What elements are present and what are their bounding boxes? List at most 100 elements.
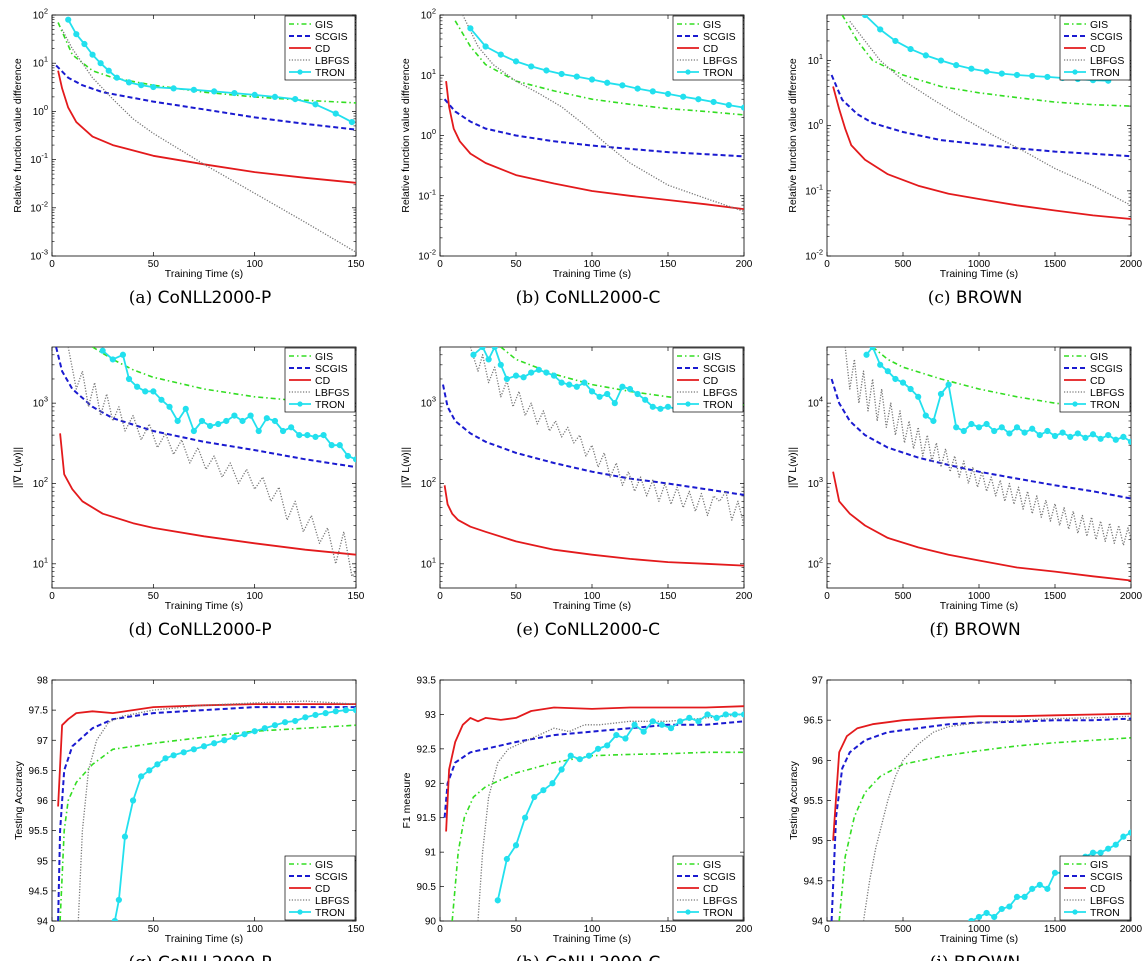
legend-label-tron: TRON xyxy=(315,399,345,411)
series-point-tron xyxy=(119,351,127,358)
series-point-tron xyxy=(1006,430,1013,437)
series-point-tron xyxy=(81,40,88,48)
chart-panel-f: 0 500 1000 1500 2000 102 103 104 Training Time (… xyxy=(787,346,1143,640)
series-point-tron xyxy=(877,26,884,33)
series-point-tron xyxy=(113,74,120,81)
series-point-tron xyxy=(129,797,137,804)
series-line-lbfgs xyxy=(77,700,356,921)
series-point-tron xyxy=(312,433,319,441)
series-point-tron xyxy=(968,65,975,72)
chart-panel-e: 0 50 100 150 200 101 102 103 Training Time (s) ||… xyxy=(400,346,753,640)
series-point-tron xyxy=(573,383,580,390)
series-point-tron xyxy=(968,420,975,428)
caption-dataset: CoNLL2000-C xyxy=(545,620,660,640)
series-point-tron xyxy=(863,351,870,358)
legend-label-scgis: SCGIS xyxy=(1090,31,1123,43)
legend-label-tron: TRON xyxy=(703,907,733,919)
series-line-lbfgs xyxy=(67,347,356,577)
legend-label-cd: CD xyxy=(1090,883,1106,895)
x-axis-label: Training Time (s) xyxy=(165,268,243,280)
series-point-tron xyxy=(998,70,1005,77)
series-point-tron xyxy=(1021,429,1028,436)
caption-dataset: CoNLL2000-P xyxy=(158,288,272,308)
x-axis-label: Training Time (s) xyxy=(165,600,243,612)
x-tick-label: 50 xyxy=(510,924,522,935)
subfigure-caption: (h) CoNLL2000-C xyxy=(516,953,661,961)
series-point-tron xyxy=(576,756,583,763)
series-point-tron xyxy=(680,93,687,100)
series-point-tron xyxy=(1089,849,1097,856)
y-tick-label: 103 xyxy=(421,395,436,410)
x-tick-label: 1500 xyxy=(1044,924,1067,935)
y-tick-label: 93.5 xyxy=(417,676,437,687)
series-point-tron xyxy=(292,95,299,103)
series-point-tron xyxy=(231,89,238,97)
legend-label-scgis: SCGIS xyxy=(315,871,348,883)
x-tick-label: 50 xyxy=(510,591,522,602)
y-tick-label: 101 xyxy=(421,67,436,82)
y-tick-label: 96 xyxy=(812,756,824,767)
x-tick-label: 500 xyxy=(895,591,912,602)
series-point-tron xyxy=(223,417,230,425)
series-line-cd xyxy=(832,712,1131,841)
series-point-tron xyxy=(725,101,732,109)
series-point-tron xyxy=(494,897,501,904)
legend-label-lbfgs: LBFGS xyxy=(315,387,349,399)
y-tick-label: 104 xyxy=(808,395,823,410)
series-point-tron xyxy=(531,793,538,801)
legend-label-scgis: SCGIS xyxy=(315,363,348,375)
series-point-tron xyxy=(945,381,952,388)
x-tick-label: 150 xyxy=(660,924,677,935)
y-tick-label: 102 xyxy=(808,555,823,570)
series-point-tron xyxy=(241,731,248,738)
series-point-tron xyxy=(581,379,588,386)
series-point-tron xyxy=(198,417,206,425)
series-point-tron xyxy=(182,405,189,412)
legend-label-tron: TRON xyxy=(703,67,733,79)
legend-label-gis: GIS xyxy=(315,19,333,31)
legend-marker xyxy=(1072,401,1078,407)
series-point-tron xyxy=(611,400,618,407)
series-point-tron xyxy=(1067,433,1074,441)
series-point-tron xyxy=(634,85,641,92)
series-point-tron xyxy=(861,15,869,19)
y-tick-label: 101 xyxy=(808,52,823,67)
series-point-tron xyxy=(271,93,279,100)
series-point-tron xyxy=(550,372,558,379)
series-point-tron xyxy=(686,714,693,721)
legend-label-cd: CD xyxy=(1090,375,1106,387)
x-axis-label: Training Time (s) xyxy=(940,933,1018,945)
series-point-tron xyxy=(150,388,157,395)
x-tick-label: 2000 xyxy=(1120,924,1143,935)
legend-label-lbfgs: LBFGS xyxy=(1090,895,1124,907)
series-point-tron xyxy=(1120,833,1127,840)
y-tick-label: 97.5 xyxy=(29,706,49,717)
x-tick-label: 50 xyxy=(148,924,160,935)
legend-label-tron: TRON xyxy=(1090,907,1120,919)
series-point-tron xyxy=(1127,438,1131,445)
x-tick-label: 150 xyxy=(660,259,677,270)
series-point-tron xyxy=(998,905,1005,913)
series-point-tron xyxy=(190,746,197,753)
series-point-tron xyxy=(485,356,492,363)
series-point-tron xyxy=(281,719,289,726)
y-tick-label: 101 xyxy=(33,555,48,570)
x-tick-label: 100 xyxy=(246,924,263,935)
series-point-tron xyxy=(558,70,565,78)
series-point-tron xyxy=(497,51,504,58)
chart-panel-b: 0 50 100 150 200 10-2 10-1 100 101 102 Training Ti… xyxy=(400,7,753,309)
x-tick-label: 1500 xyxy=(1044,259,1067,270)
series-point-tron xyxy=(211,88,218,95)
x-tick-label: 0 xyxy=(437,259,443,270)
x-tick-label: 100 xyxy=(584,924,601,935)
series-point-tron xyxy=(320,432,327,439)
chart-panel-i: 0 500 1000 1500 2000 94 94.5 95 95.5 96 96.5 97 Trai… xyxy=(788,676,1143,961)
series-line-tron xyxy=(496,713,744,901)
y-tick-label: 102 xyxy=(33,475,48,490)
series-point-tron xyxy=(239,417,246,425)
legend-marker xyxy=(1072,69,1078,75)
series-point-tron xyxy=(154,761,161,768)
series-point-tron xyxy=(332,110,339,117)
legend-label-cd: CD xyxy=(315,43,331,55)
x-tick-label: 0 xyxy=(824,259,830,270)
